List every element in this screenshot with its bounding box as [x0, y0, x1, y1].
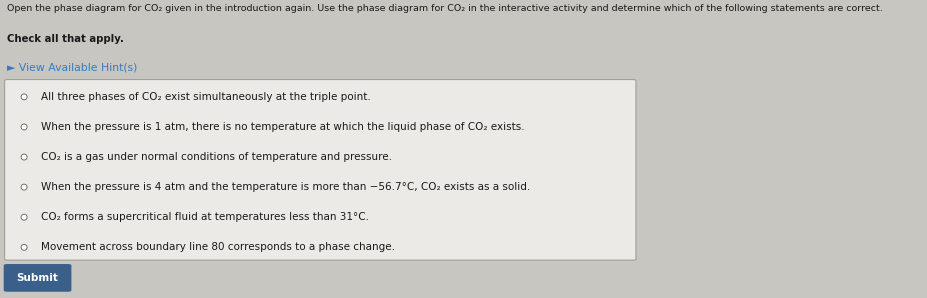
- Ellipse shape: [21, 124, 27, 130]
- Text: CO₂ is a gas under normal conditions of temperature and pressure.: CO₂ is a gas under normal conditions of …: [41, 152, 392, 162]
- Text: CO₂ forms a supercritical fluid at temperatures less than 31°C.: CO₂ forms a supercritical fluid at tempe…: [41, 212, 369, 222]
- Ellipse shape: [21, 94, 27, 100]
- Text: ► View Available Hint(s): ► View Available Hint(s): [7, 63, 138, 73]
- Ellipse shape: [21, 154, 27, 160]
- Text: When the pressure is 4 atm and the temperature is more than −56.7°C, CO₂ exists : When the pressure is 4 atm and the tempe…: [41, 182, 530, 192]
- Text: Open the phase diagram for CO₂ given in the introduction again. Use the phase di: Open the phase diagram for CO₂ given in …: [7, 4, 883, 13]
- Ellipse shape: [21, 244, 27, 250]
- FancyBboxPatch shape: [4, 264, 71, 292]
- Ellipse shape: [21, 184, 27, 190]
- Text: When the pressure is 1 atm, there is no temperature at which the liquid phase of: When the pressure is 1 atm, there is no …: [41, 122, 525, 132]
- Text: All three phases of CO₂ exist simultaneously at the triple point.: All three phases of CO₂ exist simultaneo…: [41, 92, 371, 102]
- Text: Submit: Submit: [17, 273, 58, 283]
- Text: Check all that apply.: Check all that apply.: [7, 34, 124, 44]
- Ellipse shape: [21, 214, 27, 220]
- FancyBboxPatch shape: [5, 80, 636, 260]
- Text: Movement across boundary line 80 corresponds to a phase change.: Movement across boundary line 80 corresp…: [41, 242, 395, 252]
